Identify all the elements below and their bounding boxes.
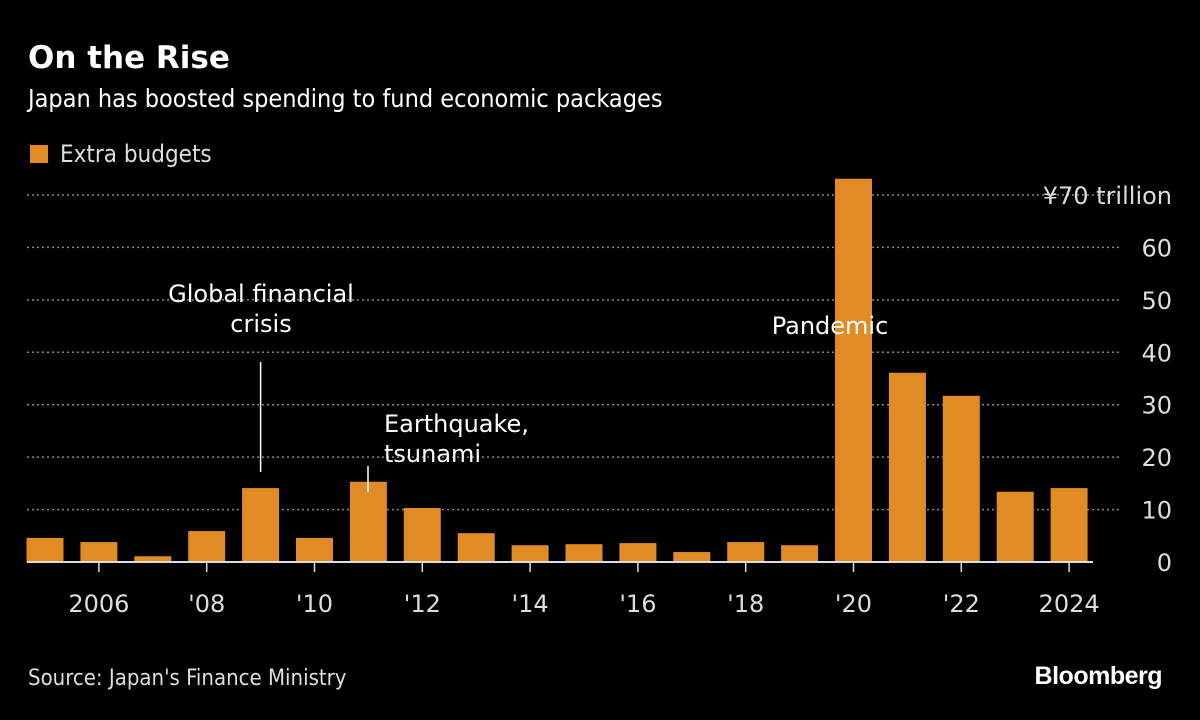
bar-2022 [942, 395, 980, 562]
annotation-pandemic: Pandemic [772, 312, 889, 340]
x-tick-label: '14 [512, 590, 549, 618]
x-tick-label: '16 [619, 590, 656, 618]
bar-2014 [511, 545, 549, 562]
legend-swatch [30, 145, 48, 163]
legend-label: Extra budgets [60, 140, 212, 168]
bar-2021 [888, 372, 926, 562]
bar-2024 [1050, 488, 1088, 562]
bar-2018 [727, 542, 765, 562]
chart-title: On the Rise [28, 40, 230, 76]
bar-2009 [242, 488, 280, 562]
x-tick-label: '22 [943, 590, 980, 618]
bar-2007 [134, 556, 172, 562]
x-tick-label: '08 [188, 590, 225, 618]
bar-2015 [565, 544, 603, 562]
bar-2013 [457, 533, 495, 562]
annotation-earthquake-tsunami: Earthquake, tsunami [384, 410, 529, 468]
bar-2010 [296, 537, 333, 562]
x-tick-label: '18 [727, 590, 764, 618]
y-tick-label: 40 [1141, 339, 1172, 367]
y-tick-label: ¥70 trillion [1043, 182, 1172, 210]
y-tick-label: 20 [1141, 444, 1172, 472]
bloomberg-logo: Bloomberg [1034, 662, 1163, 690]
legend: Extra budgets [30, 140, 212, 168]
y-tick-label: 0 [1157, 549, 1172, 577]
chart-subtitle: Japan has boosted spending to fund econo… [28, 84, 663, 113]
x-tick-label: 2024 [1039, 590, 1100, 618]
y-tick-label: 10 [1141, 497, 1172, 525]
bar-2016 [619, 543, 657, 562]
bar-2006 [80, 542, 118, 562]
bar-2012 [403, 507, 441, 562]
x-tick-label: '10 [296, 590, 333, 618]
annotation-global-financial-crisis: Global financial crisis [168, 280, 354, 338]
bar-2011 [349, 481, 387, 562]
bar-2005 [26, 537, 64, 562]
bar-2020 [835, 178, 872, 562]
source-note: Source: Japan's Finance Ministry [28, 666, 347, 691]
bar-2008 [188, 531, 226, 562]
bar-2023 [996, 491, 1034, 562]
y-tick-label: 30 [1141, 392, 1172, 420]
x-tick-label: 2006 [68, 590, 129, 618]
bar-2017 [673, 552, 711, 562]
x-tick-label: '20 [835, 590, 872, 618]
y-tick-label: 60 [1141, 234, 1172, 262]
x-tick-label: '12 [404, 590, 441, 618]
y-tick-label: 50 [1141, 287, 1172, 315]
bar-2019 [781, 545, 819, 562]
